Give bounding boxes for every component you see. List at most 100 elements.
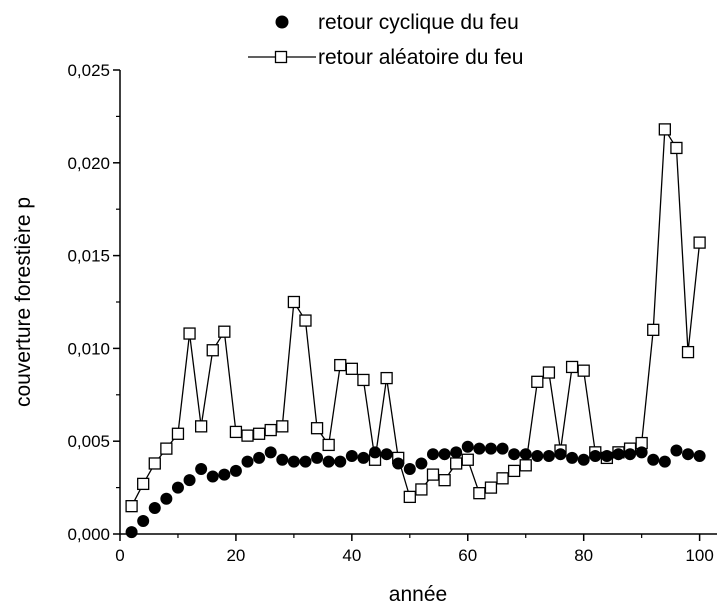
data-point-circle [658,455,671,468]
data-point-circle [682,448,695,461]
data-point-square [577,364,590,377]
data-point-circle [171,481,184,494]
data-point-circle [693,450,706,463]
data-point-circle [496,442,509,455]
data-point-square [345,362,358,375]
data-point-circle [542,450,555,463]
data-point-circle [345,450,358,463]
data-point-circle [635,446,648,459]
legend-label-aleatoire: retour aléatoire du feu [318,46,523,69]
data-point-square [507,464,521,478]
data-point-circle [137,515,150,528]
legend-label-cyclique: retour cyclique du feu [318,11,519,34]
data-point-circle [287,455,300,468]
y-tick-label: 0,020 [67,154,110,173]
data-point-circle [380,448,393,461]
data-point-square [137,477,150,491]
x-axis-ticks: 0 20 40 60 80 100 [115,534,714,565]
data-point-square [160,442,173,455]
data-point-circle [160,492,173,505]
data-point-circle [577,453,590,466]
data-point-square [310,422,324,435]
data-point-square [276,420,289,433]
data-point-circle [426,448,439,461]
y-tick-label: 0,005 [67,432,110,451]
data-point-circle [195,463,208,476]
data-point-square [357,373,370,387]
data-point-circle [322,455,335,468]
data-point-square [496,472,509,485]
data-point-square [693,236,706,249]
data-point-square [461,453,474,466]
data-point-square [252,427,266,440]
x-tick-label: 60 [458,546,477,565]
legend: retour cyclique du feu retour aléatoire … [248,11,523,69]
data-point-square [415,483,428,496]
data-point-circle [369,446,382,459]
data-point-square [148,457,161,470]
data-point-circle [484,442,497,455]
data-point-square [125,500,138,513]
data-point-circle [647,453,660,466]
data-point-square [299,314,312,327]
series-layer [125,123,706,539]
x-tick-label: 0 [115,546,124,565]
data-point-circle [415,457,428,470]
data-point-circle [566,451,579,464]
data-point-circle [438,448,451,461]
x-tick-label: 100 [685,546,713,565]
data-point-square [334,358,347,372]
data-point-circle [392,457,405,470]
data-point-square [171,427,185,440]
data-point-circle [531,450,544,463]
x-tick-label: 20 [226,546,245,565]
data-point-circle [253,451,266,464]
data-point-circle [600,450,613,463]
legend-item-aleatoire: retour aléatoire du feu [248,46,523,69]
data-point-square [658,123,671,136]
data-point-circle [218,468,231,481]
data-point-square [183,327,196,340]
data-point-square [450,457,463,470]
data-point-circle [357,451,370,464]
data-point-circle [241,455,254,468]
data-point-circle [311,451,324,464]
data-point-circle [461,440,474,453]
data-point-circle [125,526,138,539]
x-tick-label: 80 [574,546,593,565]
data-point-square [647,323,660,336]
y-axis-title: couverture forestière p [12,197,35,407]
data-point-circle [229,464,242,477]
data-point-circle [264,446,277,459]
data-point-circle [206,470,219,483]
y-axis-ticks: 0,000 0,005 0,010 0,015 0,020 0,025 [67,61,120,544]
data-point-square [681,345,695,359]
data-point-circle [299,455,312,468]
data-point-square [426,468,440,481]
data-point-square [322,438,335,452]
data-point-circle [612,448,625,461]
data-point-square [241,429,254,442]
data-point-square [229,425,243,439]
data-point-square [484,481,498,494]
legend-item-cyclique: retour cyclique du feu [275,11,519,34]
data-point-square [519,459,532,472]
data-point-square [206,344,219,357]
x-tick-label: 40 [342,546,361,565]
legend-marker-open-square [274,50,288,64]
data-point-square [287,295,301,309]
data-point-square [218,325,231,338]
data-point-square [542,366,556,379]
data-point-circle [276,453,289,466]
data-point-circle [403,463,416,476]
legend-marker-filled-circle [275,15,289,29]
data-point-square [670,141,683,155]
data-point-circle [450,446,463,459]
y-tick-label: 0,010 [67,339,110,358]
data-point-circle [508,448,521,461]
data-point-circle [519,448,532,461]
x-axis-title: année [389,583,447,606]
y-tick-label: 0,025 [67,61,110,80]
data-point-circle [473,442,486,455]
